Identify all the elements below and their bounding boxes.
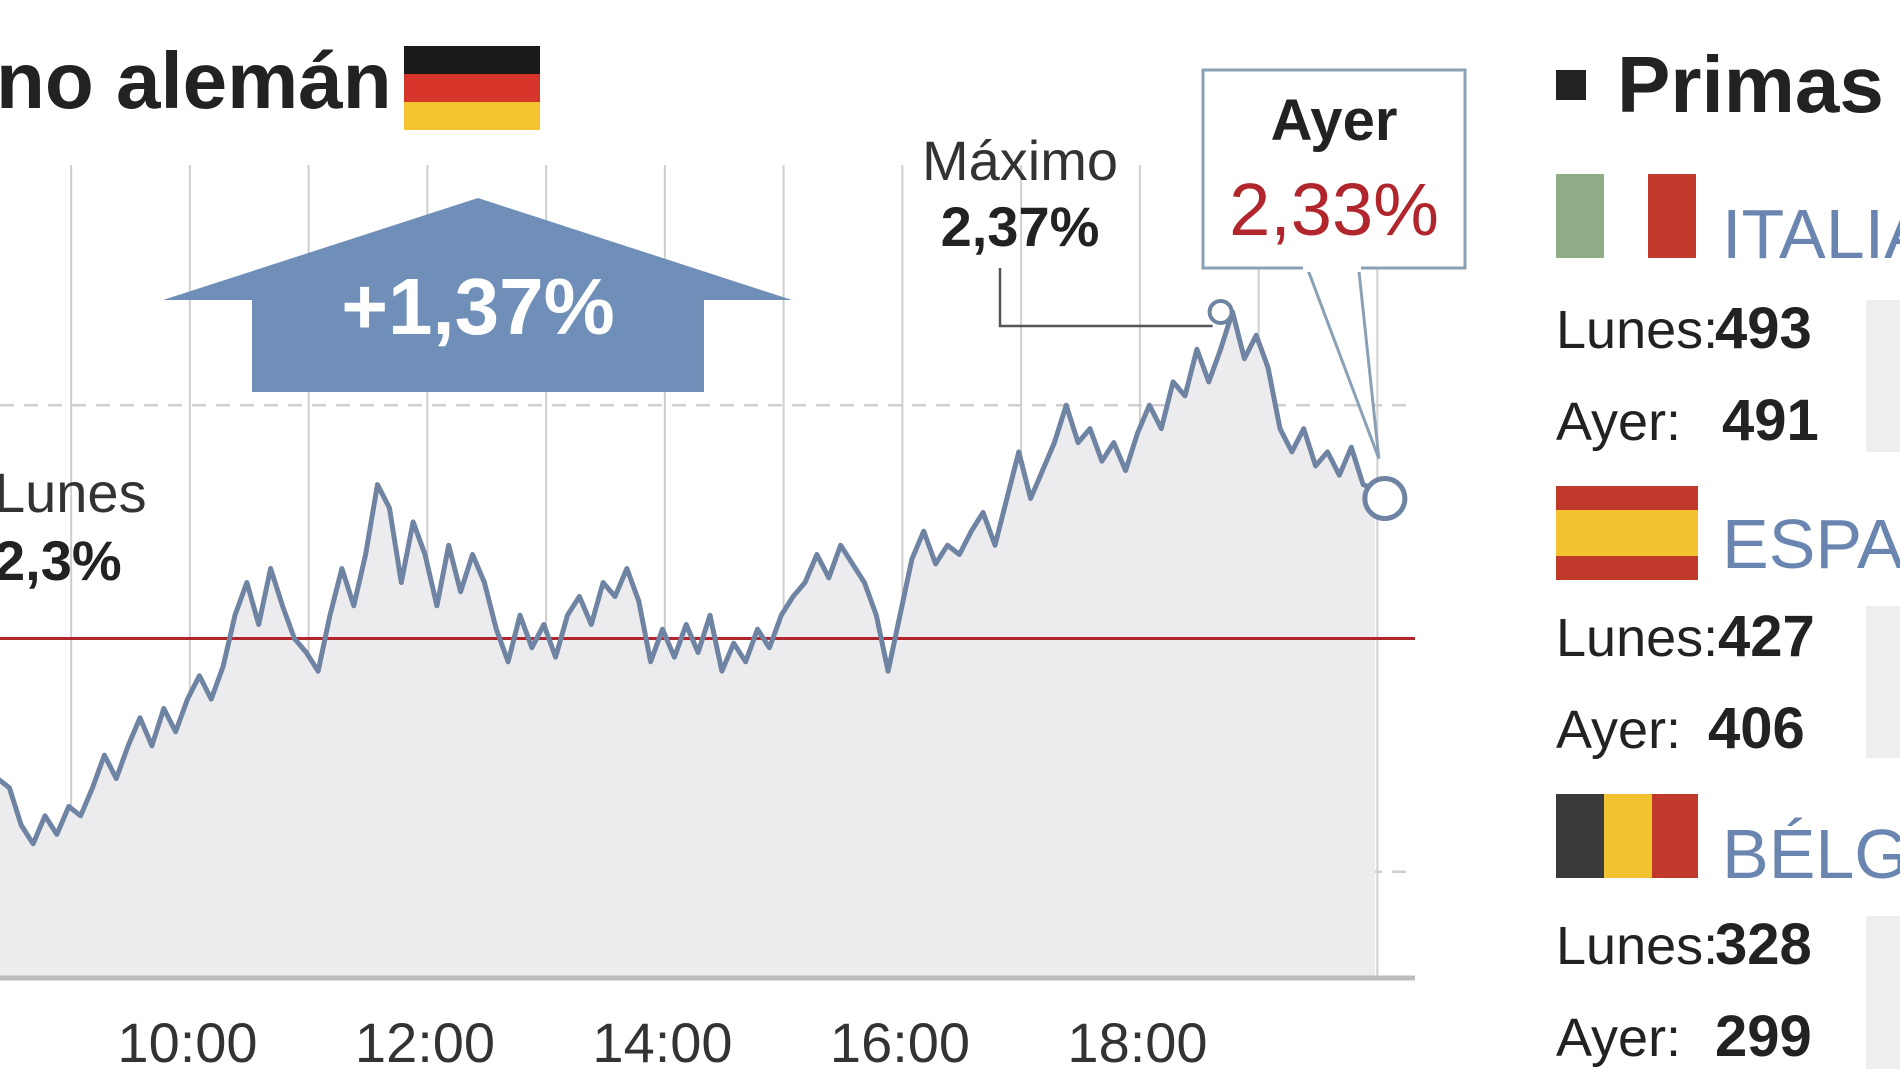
last-label: Ayer bbox=[1271, 88, 1398, 153]
baseline-label: Lunes bbox=[0, 461, 147, 524]
last-point bbox=[1362, 476, 1408, 522]
series-line bbox=[0, 309, 1376, 847]
italia-lunes-value: 493 bbox=[1715, 296, 1812, 361]
series-line-path bbox=[0, 309, 1376, 847]
primas-panel: Primas ITALIA Lunes: 493 Ayer: 491 ESPAÑ… bbox=[1556, 40, 1900, 1069]
x-tick-label: 0 bbox=[0, 1011, 2, 1069]
espana-lunes-label: Lunes: bbox=[1556, 608, 1718, 668]
max-point bbox=[1207, 298, 1234, 325]
italy-flag-icon bbox=[1556, 174, 1696, 258]
area-fill bbox=[0, 311, 1375, 978]
espana-lunes-value: 427 bbox=[1718, 604, 1815, 669]
last-value-callout: Ayer 2,33% bbox=[1201, 68, 1467, 460]
country-name-belgica: BÉLGICA bbox=[1722, 815, 1900, 893]
primas-title: Primas bbox=[1617, 40, 1884, 129]
max-value: 2,37% bbox=[941, 195, 1100, 258]
italia-lunes-label: Lunes: bbox=[1556, 300, 1718, 360]
espana-ayer-value: 406 bbox=[1708, 696, 1805, 761]
espana-ayer-label: Ayer: bbox=[1556, 700, 1681, 760]
belgica-lunes-value: 328 bbox=[1715, 912, 1812, 977]
country-name-espana: ESPAÑA bbox=[1722, 505, 1900, 583]
germany-flag-icon bbox=[404, 46, 540, 130]
x-tick-label: 10:00 bbox=[117, 1011, 257, 1069]
espana-change-box bbox=[1866, 606, 1900, 758]
area-shape bbox=[0, 311, 1375, 978]
belgica-lunes-label: Lunes: bbox=[1556, 916, 1718, 976]
x-axis: 10:00 12:00 14:00 16:00 18:00 0 bbox=[0, 975, 1415, 1069]
belgica-change-box bbox=[1866, 916, 1900, 1069]
italia-ayer-value: 491 bbox=[1722, 388, 1819, 453]
max-label: Máximo bbox=[922, 129, 1118, 192]
italia-change-box bbox=[1866, 300, 1900, 452]
x-tick-label: 12:00 bbox=[355, 1011, 495, 1069]
change-arrow-icon bbox=[163, 198, 792, 392]
x-tick-label: 18:00 bbox=[1067, 1011, 1207, 1069]
change-value: +1,37% bbox=[341, 262, 615, 351]
chart-title: no alemán bbox=[0, 36, 392, 125]
country-name-italia: ITALIA bbox=[1722, 195, 1900, 273]
primas-bullet-icon bbox=[1556, 70, 1586, 100]
baseline-value: 2,3% bbox=[0, 529, 122, 592]
spain-flag-icon bbox=[1556, 486, 1698, 580]
belgica-ayer-value: 299 bbox=[1715, 1004, 1812, 1069]
belgica-ayer-label: Ayer: bbox=[1556, 1008, 1681, 1068]
x-tick-label: 14:00 bbox=[592, 1011, 732, 1069]
max-leader-line bbox=[998, 268, 1213, 328]
italia-ayer-label: Ayer: bbox=[1556, 392, 1681, 452]
last-value: 2,33% bbox=[1229, 168, 1439, 251]
belgium-flag-icon bbox=[1556, 794, 1698, 878]
x-tick-label: 16:00 bbox=[830, 1011, 970, 1069]
